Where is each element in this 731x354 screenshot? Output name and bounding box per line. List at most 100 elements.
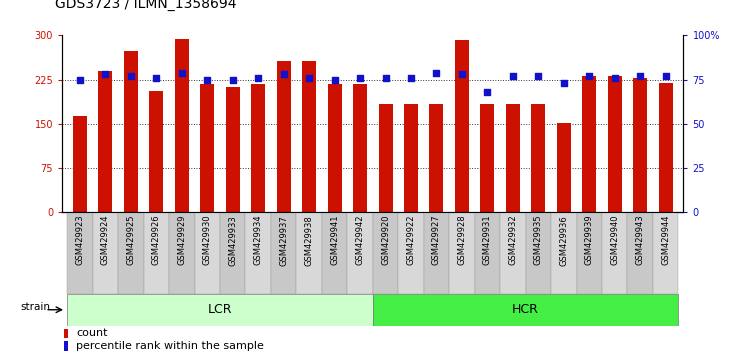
Bar bbox=[474, 212, 500, 294]
Bar bbox=[531, 104, 545, 212]
Bar bbox=[67, 294, 373, 326]
Bar bbox=[118, 212, 143, 294]
Bar bbox=[506, 104, 520, 212]
Text: GSM429938: GSM429938 bbox=[305, 215, 314, 266]
Text: GSM429932: GSM429932 bbox=[508, 215, 518, 266]
Text: GDS3723 / ILMN_1358694: GDS3723 / ILMN_1358694 bbox=[55, 0, 236, 11]
Point bbox=[202, 77, 213, 82]
Text: strain: strain bbox=[20, 302, 51, 312]
Bar bbox=[169, 212, 194, 294]
Text: GSM429930: GSM429930 bbox=[202, 215, 212, 266]
Bar bbox=[327, 84, 341, 212]
Bar bbox=[653, 212, 678, 294]
Bar bbox=[64, 329, 69, 338]
Point bbox=[558, 80, 569, 86]
Bar bbox=[93, 212, 118, 294]
Point bbox=[303, 75, 315, 81]
Bar bbox=[149, 91, 163, 212]
Bar bbox=[296, 212, 322, 294]
Bar bbox=[627, 212, 653, 294]
Bar bbox=[276, 61, 291, 212]
Point bbox=[379, 75, 391, 81]
Point bbox=[583, 73, 595, 79]
Text: GSM429923: GSM429923 bbox=[75, 215, 85, 266]
Bar bbox=[347, 212, 373, 294]
Point bbox=[431, 70, 442, 75]
Bar bbox=[430, 104, 444, 212]
Bar bbox=[302, 61, 316, 212]
Bar bbox=[373, 294, 678, 326]
Bar bbox=[353, 84, 367, 212]
Bar bbox=[557, 123, 571, 212]
Text: GSM429935: GSM429935 bbox=[534, 215, 543, 266]
Text: GSM429920: GSM429920 bbox=[381, 215, 390, 266]
Text: GSM429941: GSM429941 bbox=[330, 215, 339, 266]
Bar bbox=[398, 212, 424, 294]
Bar bbox=[583, 75, 596, 212]
Point bbox=[252, 75, 264, 81]
Text: GSM429934: GSM429934 bbox=[254, 215, 262, 266]
Bar bbox=[175, 39, 189, 212]
Text: GSM429927: GSM429927 bbox=[432, 215, 441, 266]
Point bbox=[227, 77, 238, 82]
Bar bbox=[322, 212, 347, 294]
Bar bbox=[124, 51, 138, 212]
Bar bbox=[500, 212, 526, 294]
Bar bbox=[220, 212, 246, 294]
Point bbox=[405, 75, 417, 81]
Text: GSM429933: GSM429933 bbox=[228, 215, 238, 266]
Bar bbox=[226, 87, 240, 212]
Point bbox=[176, 70, 188, 75]
Bar bbox=[143, 212, 169, 294]
Bar bbox=[373, 212, 398, 294]
Bar bbox=[67, 212, 93, 294]
Bar bbox=[246, 212, 271, 294]
Bar bbox=[633, 78, 647, 212]
Bar bbox=[551, 212, 577, 294]
Bar bbox=[577, 212, 602, 294]
Text: GSM429929: GSM429929 bbox=[178, 215, 186, 266]
Text: GSM429922: GSM429922 bbox=[406, 215, 415, 266]
Bar bbox=[379, 104, 393, 212]
Bar bbox=[251, 84, 265, 212]
Text: GSM429924: GSM429924 bbox=[101, 215, 110, 266]
Point bbox=[609, 75, 621, 81]
Point bbox=[532, 73, 544, 79]
Bar bbox=[455, 40, 469, 212]
Bar bbox=[602, 212, 627, 294]
Point bbox=[278, 72, 289, 77]
Text: GSM429936: GSM429936 bbox=[559, 215, 568, 266]
Point bbox=[456, 72, 468, 77]
Point bbox=[151, 75, 162, 81]
Bar bbox=[271, 212, 296, 294]
Text: GSM429940: GSM429940 bbox=[610, 215, 619, 266]
Text: HCR: HCR bbox=[512, 303, 539, 316]
Point bbox=[74, 77, 86, 82]
Text: GSM429928: GSM429928 bbox=[458, 215, 466, 266]
Point bbox=[660, 73, 672, 79]
Text: GSM429944: GSM429944 bbox=[661, 215, 670, 266]
Text: GSM429943: GSM429943 bbox=[636, 215, 645, 266]
Bar bbox=[480, 104, 494, 212]
Bar bbox=[404, 104, 418, 212]
Text: percentile rank within the sample: percentile rank within the sample bbox=[76, 341, 264, 351]
Bar bbox=[194, 212, 220, 294]
Bar bbox=[450, 212, 474, 294]
Bar bbox=[659, 82, 673, 212]
Text: GSM429939: GSM429939 bbox=[585, 215, 594, 266]
Text: GSM429942: GSM429942 bbox=[355, 215, 365, 266]
Point bbox=[482, 89, 493, 95]
Point bbox=[507, 73, 519, 79]
Text: GSM429925: GSM429925 bbox=[126, 215, 135, 266]
Point bbox=[635, 73, 646, 79]
Point bbox=[355, 75, 366, 81]
Bar bbox=[200, 84, 214, 212]
Text: GSM429926: GSM429926 bbox=[152, 215, 161, 266]
Point bbox=[125, 73, 137, 79]
Bar bbox=[526, 212, 551, 294]
Point bbox=[329, 77, 341, 82]
Text: GSM429937: GSM429937 bbox=[279, 215, 288, 266]
Bar bbox=[424, 212, 450, 294]
Text: GSM429931: GSM429931 bbox=[483, 215, 492, 266]
Bar bbox=[99, 71, 113, 212]
